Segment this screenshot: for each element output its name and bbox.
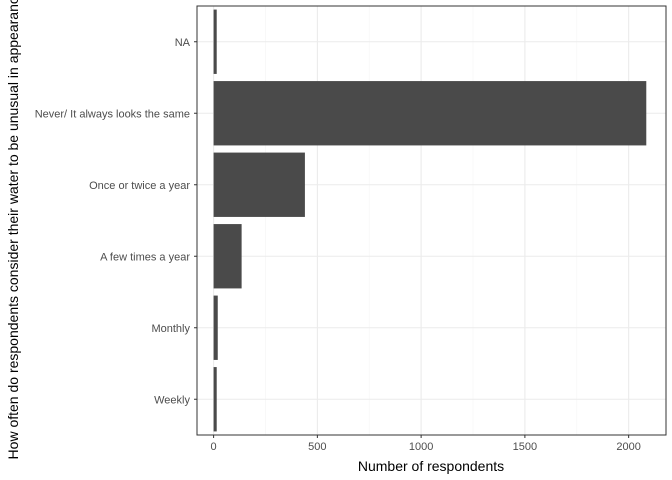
bar xyxy=(213,9,217,74)
x-tick-label: 1000 xyxy=(409,441,433,453)
plot-panel xyxy=(197,6,666,435)
x-axis: 0 500 1000 1500 2000 xyxy=(211,435,641,453)
y-tick-label: Weekly xyxy=(154,394,190,406)
y-tick-label: Once or twice a year xyxy=(89,180,190,192)
bar xyxy=(213,152,305,217)
panel-border xyxy=(196,5,667,436)
x-tick-label: 0 xyxy=(211,441,217,453)
y-tick-label: NA xyxy=(175,37,191,49)
y-tick-label: Monthly xyxy=(151,323,190,335)
y-axis: NA Never/ It always looks the same Once or… xyxy=(35,37,197,406)
bar xyxy=(213,367,217,432)
bars xyxy=(213,9,647,432)
y-tick-label: Never/ It always looks the same xyxy=(35,108,190,120)
y-axis-title: How often do respondents consider their … xyxy=(5,0,21,459)
x-tick-label: 500 xyxy=(308,441,326,453)
bar xyxy=(213,81,647,146)
x-tick-label: 1500 xyxy=(513,441,537,453)
y-tick-label: A few times a year xyxy=(100,251,190,263)
x-axis-title: Number of respondents xyxy=(358,458,504,474)
bar xyxy=(213,224,242,289)
x-tick-label: 2000 xyxy=(616,441,640,453)
bar xyxy=(213,295,218,360)
